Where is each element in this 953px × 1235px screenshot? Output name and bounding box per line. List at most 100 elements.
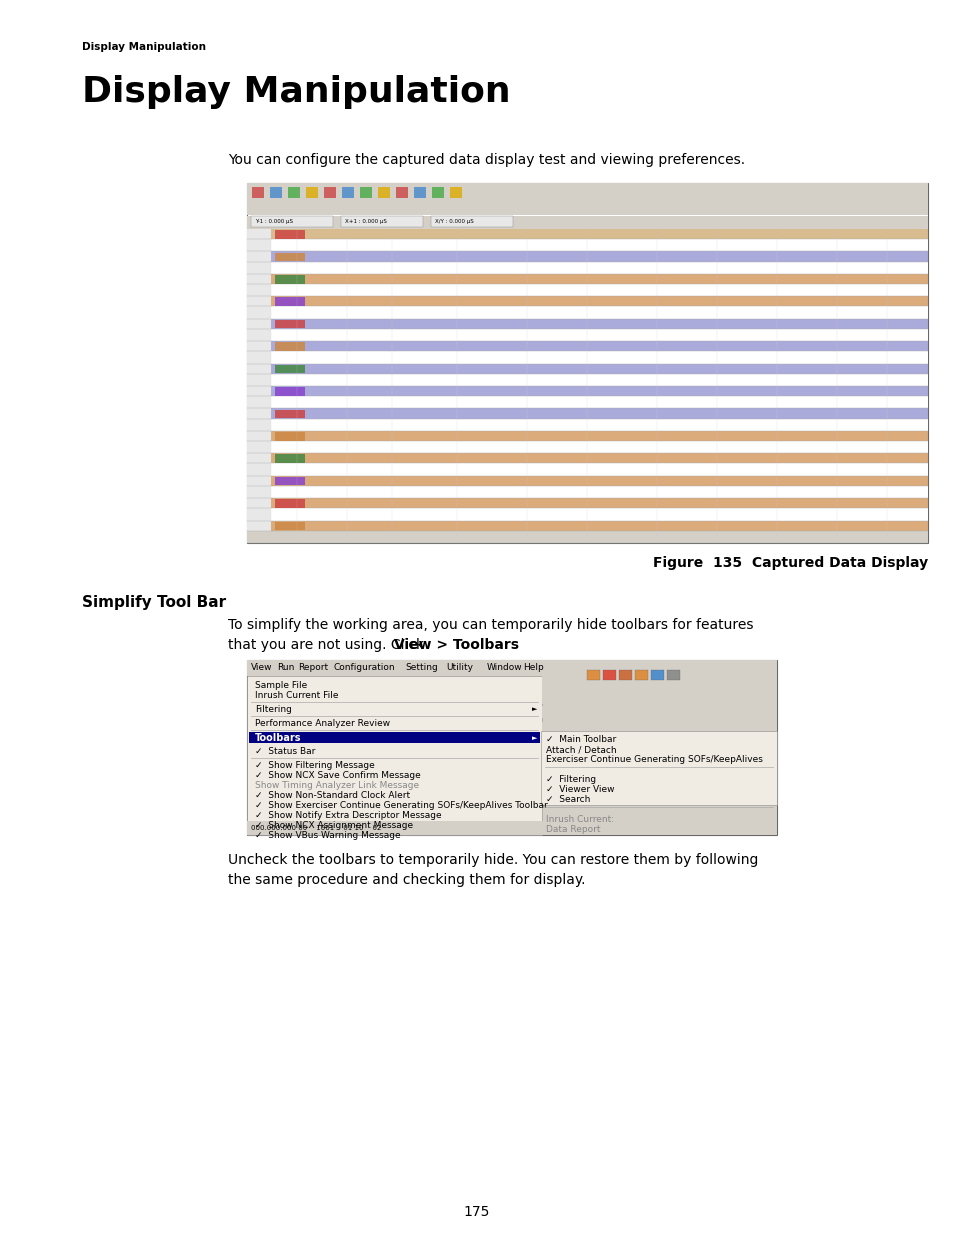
Bar [271, 453, 927, 463]
Bar [666, 671, 679, 680]
Bar [395, 186, 408, 198]
Text: Configuration: Configuration [334, 663, 395, 673]
Text: 000.000.000 00    1001    01 10    02: 000.000.000 00 1001 01 10 02 [251, 825, 381, 831]
Bar [271, 274, 927, 284]
Bar [247, 659, 776, 676]
Bar [414, 186, 426, 198]
Text: Display Manipulation: Display Manipulation [82, 75, 510, 109]
Bar [274, 230, 305, 238]
Bar [274, 252, 305, 261]
Bar [247, 676, 541, 835]
Text: ✓  Search: ✓ Search [545, 795, 590, 804]
Bar [271, 341, 927, 351]
Bar [271, 521, 927, 531]
Text: Attach / Detach: Attach / Detach [545, 746, 616, 755]
Bar [271, 396, 927, 409]
Bar [271, 319, 927, 329]
Bar [618, 671, 631, 680]
Bar [274, 320, 305, 329]
Bar [271, 329, 927, 341]
Text: the same procedure and checking them for display.: the same procedure and checking them for… [228, 873, 585, 887]
Text: You can configure the captured data display test and viewing preferences.: You can configure the captured data disp… [228, 153, 744, 167]
Text: Show Timing Analyzer Link Message: Show Timing Analyzer Link Message [254, 781, 418, 789]
Bar [541, 722, 776, 732]
Bar [274, 387, 305, 395]
Bar [274, 499, 305, 508]
Text: Toolbars: Toolbars [254, 734, 301, 743]
Bar [252, 186, 264, 198]
Text: Figure  135  Captured Data Display: Figure 135 Captured Data Display [652, 556, 927, 571]
Text: View > Toolbars: View > Toolbars [395, 638, 519, 652]
Bar [271, 409, 927, 419]
Bar [247, 183, 927, 543]
Bar [274, 521, 305, 530]
Bar [324, 186, 335, 198]
Bar [274, 454, 305, 463]
Bar [271, 284, 927, 296]
Bar [247, 228, 271, 543]
Text: that you are not using. Click: that you are not using. Click [228, 638, 428, 652]
Text: X/Y : 0.000 µS: X/Y : 0.000 µS [435, 219, 474, 224]
Bar [271, 306, 927, 319]
Bar [377, 186, 390, 198]
Bar [274, 275, 305, 284]
Text: ✓  Filtering: ✓ Filtering [545, 776, 596, 784]
Text: ✓  Show Notify Extra Descriptor Message: ✓ Show Notify Extra Descriptor Message [254, 810, 441, 820]
Bar [271, 531, 927, 543]
Bar [274, 298, 305, 306]
Bar [271, 463, 927, 475]
Text: Run: Run [276, 663, 294, 673]
Bar [602, 671, 616, 680]
Bar [271, 498, 927, 509]
Text: ►: ► [532, 735, 537, 741]
Bar [271, 240, 927, 252]
Bar [271, 441, 927, 453]
Bar [274, 410, 305, 419]
Text: 175: 175 [463, 1205, 490, 1219]
Bar [432, 186, 443, 198]
Bar [586, 671, 599, 680]
Bar [271, 475, 927, 485]
Bar [247, 531, 927, 543]
Bar [271, 387, 927, 396]
Bar [271, 262, 927, 274]
Text: Report: Report [297, 663, 328, 673]
Bar [251, 216, 333, 227]
Text: Help: Help [522, 663, 543, 673]
Bar [541, 676, 776, 835]
Bar [541, 706, 776, 718]
Text: Performance Analyzer Review: Performance Analyzer Review [254, 719, 390, 727]
Text: ✓  Status Bar: ✓ Status Bar [254, 746, 315, 756]
Bar [274, 342, 305, 351]
Bar [249, 732, 539, 743]
Text: Simplify Tool Bar: Simplify Tool Bar [82, 595, 226, 610]
Text: ►: ► [532, 706, 537, 713]
Text: Sample File: Sample File [254, 680, 307, 689]
Bar [247, 821, 776, 835]
Text: Data Report: Data Report [545, 825, 599, 835]
Text: Inrush Current File: Inrush Current File [254, 690, 338, 699]
Bar [271, 252, 927, 262]
Bar [635, 671, 647, 680]
Text: Display Manipulation: Display Manipulation [82, 42, 206, 52]
Text: Window: Window [486, 663, 522, 673]
Text: ✓  Show Exerciser Continue Generating SOFs/KeepAlives Toolbar: ✓ Show Exerciser Continue Generating SOF… [254, 800, 547, 809]
Text: Setting: Setting [405, 663, 437, 673]
Text: Utility: Utility [446, 663, 473, 673]
Text: Inrush Current:: Inrush Current: [545, 815, 614, 825]
Text: Exerciser Continue Generating SOFs/KeepAlives: Exerciser Continue Generating SOFs/KeepA… [545, 756, 762, 764]
Bar [340, 216, 422, 227]
Text: ✓  Main Toolbar: ✓ Main Toolbar [545, 736, 616, 745]
Text: To simplify the working area, you can temporarily hide toolbars for features: To simplify the working area, you can te… [228, 618, 753, 632]
Bar [271, 296, 927, 306]
Bar [650, 671, 663, 680]
Bar [541, 676, 776, 704]
Bar [271, 509, 927, 521]
Text: ✓  Viewer View: ✓ Viewer View [545, 785, 614, 794]
Text: ✓  Show Non-Standard Clock Alert: ✓ Show Non-Standard Clock Alert [254, 790, 410, 799]
Text: X+1 : 0.000 µS: X+1 : 0.000 µS [345, 219, 387, 224]
Text: Uncheck the toolbars to temporarily hide. You can restore them by following: Uncheck the toolbars to temporarily hide… [228, 853, 758, 867]
Bar [288, 186, 299, 198]
Bar [341, 186, 354, 198]
Bar [450, 186, 461, 198]
